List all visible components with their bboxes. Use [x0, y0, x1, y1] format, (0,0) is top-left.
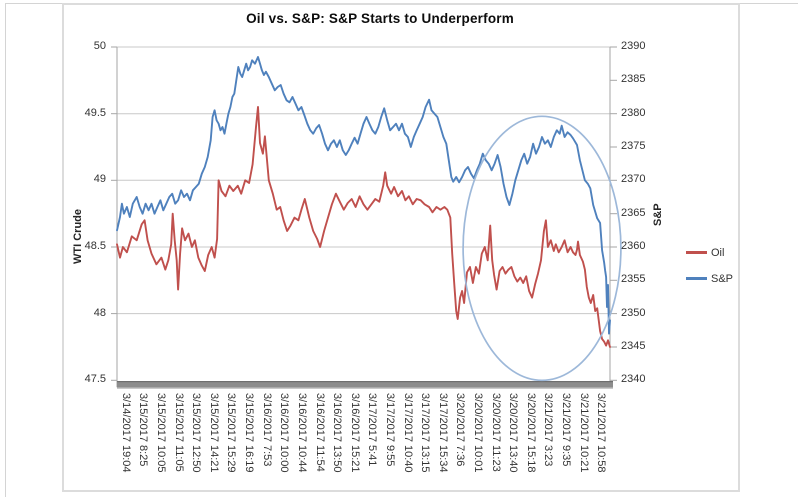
right-axis-tick-label: 2370 — [621, 173, 646, 185]
x-axis-tick-label: 3/21/2017 10:58 — [595, 393, 608, 473]
x-axis-bar-edge — [117, 381, 613, 383]
x-axis-tick-label: 3/16/2017 10:00 — [278, 393, 291, 473]
chart-title: Oil vs. S&P: S&P Starts to Underperform — [246, 11, 514, 26]
left-axis-title: WTI Crude — [72, 209, 84, 264]
x-axis-tick-label: 3/17/2017 15:34 — [436, 393, 449, 473]
left-axis-tick-label: 48.5 — [84, 240, 106, 252]
right-axis-tick-label: 2365 — [621, 207, 646, 219]
x-axis-tick-label: 3/16/2017 13:50 — [331, 393, 344, 473]
left-axis-tick-label: 49 — [93, 173, 106, 185]
x-axis-bar — [117, 381, 613, 388]
legend-label: Oil — [711, 246, 725, 259]
legend-line-swatch — [686, 251, 707, 254]
right-axis-tick-label: 2355 — [621, 273, 646, 285]
left-axis-tick-label: 47.5 — [84, 373, 106, 385]
x-axis-tick-label: 3/21/2017 10:21 — [577, 393, 590, 473]
x-axis-tick-label: 3/17/2017 10:40 — [401, 393, 414, 473]
right-axis-tick-label: 2350 — [621, 307, 646, 319]
right-axis-tick-label: 2340 — [621, 373, 646, 385]
x-axis-tick-label: 3/16/2017 15:21 — [348, 393, 361, 473]
x-axis-tick-label: 3/14/2017 19:04 — [119, 393, 132, 473]
right-axis-tick-label: 2385 — [621, 73, 646, 85]
x-axis-tick-label: 3/17/2017 5:41 — [366, 393, 379, 467]
x-axis-tick-label: 3/16/2017 11:54 — [313, 393, 326, 472]
x-axis-tick-label: 3/15/2017 14:21 — [207, 393, 220, 473]
x-axis-tick-label: 3/15/2017 12:50 — [190, 393, 203, 473]
annotation-ellipse — [462, 115, 622, 382]
sp-series-line — [116, 56, 611, 335]
left-axis-tick-label: 50 — [93, 40, 106, 52]
oil-series-line — [116, 106, 611, 348]
x-axis-tick-label: 3/15/2017 8:25 — [137, 393, 150, 467]
x-axis-tick-label: 3/15/2017 11:05 — [172, 393, 185, 472]
x-axis-tick-label: 3/15/2017 15:29 — [225, 393, 238, 473]
legend-line-swatch — [686, 277, 707, 280]
x-axis-tick-label: 3/21/2017 3:23 — [542, 393, 555, 467]
x-axis-tick-label: 3/21/2017 9:35 — [560, 393, 572, 467]
right-axis-tick-label: 2345 — [621, 340, 646, 352]
left-axis-tick-label: 49.5 — [84, 107, 106, 119]
right-axis-tick-label: 2390 — [621, 40, 646, 52]
x-axis-tick-label: 3/20/2017 7:36 — [454, 393, 467, 467]
x-axis-tick-label: 3/15/2017 16:19 — [243, 393, 256, 473]
x-axis-tick-label: 3/17/2017 13:15 — [419, 393, 432, 473]
right-axis-tick-label: 2375 — [621, 140, 646, 152]
legend-label: S&P — [711, 272, 734, 285]
x-axis-tick-label: 3/15/2017 10:05 — [155, 393, 167, 473]
x-axis-tick-label: 3/16/2017 10:44 — [295, 393, 308, 473]
x-axis-tick-label: 3/20/2017 15:18 — [524, 393, 537, 473]
legend: Oil S&P — [686, 244, 733, 296]
x-axis-tick-label: 3/16/2017 7:53 — [260, 393, 273, 467]
x-axis-tick-label: 3/17/2017 9:55 — [383, 393, 396, 467]
right-axis-title: S&P — [652, 203, 664, 226]
x-axis-tick-label: 3/20/2017 13:40 — [507, 393, 520, 473]
x-axis-tick-label: 3/20/2017 10:01 — [471, 393, 484, 473]
x-axis-tick-label: 3/20/2017 11:23 — [489, 393, 502, 472]
right-axis-tick-label: 2360 — [621, 240, 646, 252]
legend-item-oil: Oil — [686, 244, 733, 261]
page-left-rule — [5, 3, 6, 497]
legend-item-sp: S&P — [686, 270, 733, 287]
x-axis-bar-shadow — [117, 387, 613, 389]
left-axis-tick-label: 48 — [93, 307, 106, 319]
right-axis-tick-label: 2380 — [621, 107, 646, 119]
